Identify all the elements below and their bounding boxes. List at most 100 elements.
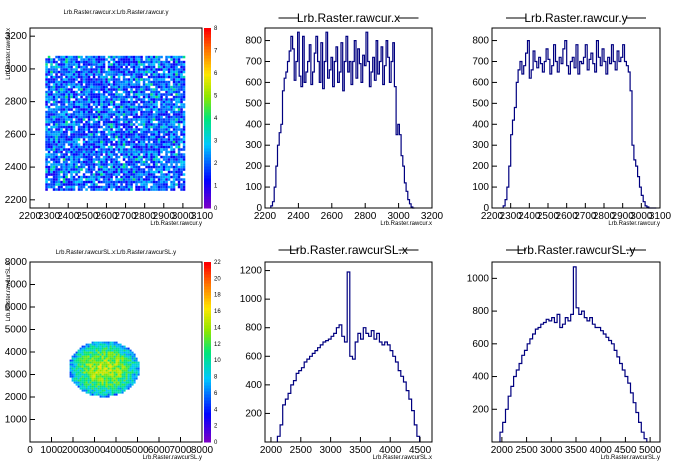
heatmap-cell: [152, 133, 156, 136]
heatmap-cell: [147, 168, 151, 171]
heatmap-cell: [70, 78, 73, 81]
heatmap-cell: [97, 160, 101, 164]
heatmap-cell: [117, 58, 121, 61]
heatmap-cell: [62, 173, 66, 176]
heatmap-cell: [80, 175, 83, 179]
heatmap-cell: [157, 128, 161, 131]
heatmap-cell: [92, 165, 96, 169]
heatmap-cell: [119, 387, 122, 390]
heatmap-cell: [170, 123, 173, 126]
heatmap-cell: [180, 65, 183, 69]
heatmap-cell: [131, 363, 134, 366]
heatmap-cell: [140, 70, 143, 74]
heatmap-cell: [162, 183, 166, 186]
heatmap-cell: [135, 90, 138, 94]
heatmap-cell: [105, 155, 108, 159]
heatmap-cell: [103, 355, 106, 358]
colorbar-segment: [204, 103, 211, 107]
heatmap-cell: [165, 140, 168, 144]
heatmap-cell: [180, 163, 183, 166]
heatmap-cell: [90, 188, 93, 191]
heatmap-cell: [83, 349, 86, 352]
heatmap-cell: [152, 170, 156, 174]
heatmap-cell: [112, 78, 116, 81]
heatmap-cell: [117, 63, 121, 66]
heatmap-cell: [127, 148, 131, 151]
heatmap-cell: [182, 113, 186, 116]
heatmap-cell: [137, 371, 140, 374]
heatmap-cell: [93, 353, 96, 356]
heatmap-cell: [132, 103, 136, 106]
heatmap-cell: [122, 178, 126, 181]
heatmap-cell: [103, 395, 106, 398]
heatmap-cell: [142, 88, 146, 91]
heatmap-cell: [85, 60, 88, 64]
heatmap-cell: [177, 140, 181, 144]
heatmap-cell: [162, 118, 166, 121]
histogram-bin: [374, 339, 377, 442]
heatmap-cell: [82, 155, 86, 159]
heatmap-cell: [145, 113, 148, 116]
heatmap-cell: [125, 135, 128, 139]
heatmap-cell: [122, 90, 126, 94]
heatmap-cell: [122, 78, 126, 81]
plot-frame: [491, 27, 661, 209]
heatmap-cell: [62, 188, 66, 191]
heatmap-cell: [145, 110, 148, 114]
heatmap-cell: [102, 135, 106, 139]
heatmap-cell: [170, 160, 173, 164]
heatmap-cell: [90, 180, 93, 184]
heatmap-cell: [110, 75, 113, 79]
heatmap-cell: [150, 125, 153, 129]
heatmap-cell: [70, 68, 73, 71]
heatmap-cell: [131, 381, 134, 384]
heatmap-cell: [162, 158, 166, 161]
heatmap-cell: [177, 148, 181, 151]
histogram-bin: [348, 72, 350, 208]
heatmap-cell: [77, 103, 81, 106]
heatmap-cell: [95, 153, 98, 156]
heatmap-cell: [55, 140, 58, 144]
heatmap-cell: [75, 355, 78, 358]
heatmap-cell: [122, 140, 126, 144]
heatmap-cell: [115, 120, 118, 124]
heatmap-cell: [97, 163, 101, 166]
heatmap-cell: [120, 83, 123, 86]
heatmap-cell: [119, 347, 122, 350]
heatmap-cell: [177, 183, 181, 186]
heatmap-cell: [135, 363, 138, 366]
heatmap-cell: [103, 351, 106, 354]
heatmap-cell: [110, 128, 113, 131]
heatmap-cell: [140, 135, 143, 139]
heatmap-cell: [167, 70, 171, 74]
heatmap-cell: [117, 163, 121, 166]
histogram-bin: [612, 344, 615, 442]
colorbar-segment: [204, 295, 211, 299]
heatmap-cell: [62, 178, 66, 181]
heatmap-cell: [107, 98, 111, 101]
heatmap-cell: [85, 163, 88, 166]
colorbar-segment: [204, 400, 211, 404]
heatmap-cell: [165, 100, 168, 104]
heatmap-cell: [85, 128, 88, 131]
heatmap-cell: [87, 158, 91, 161]
heatmap-cell: [47, 98, 51, 101]
heatmap-cell: [99, 357, 102, 360]
heatmap-cell: [152, 103, 156, 106]
heatmap-cell: [152, 123, 156, 126]
heatmap-cell: [107, 381, 110, 384]
heatmap-cell: [152, 90, 156, 94]
heatmap-cell: [110, 63, 113, 66]
heatmap-cell: [71, 379, 74, 382]
heatmap-cell: [89, 359, 92, 362]
heatmap-cell: [93, 345, 96, 348]
heatmap-cell: [65, 155, 68, 159]
heatmap-cell: [45, 70, 48, 74]
heatmap-cell: [80, 60, 83, 64]
heatmap-cell: [75, 138, 78, 141]
heatmap-cell: [127, 373, 130, 376]
heatmap-cell: [115, 178, 118, 181]
heatmap-cell: [85, 83, 88, 86]
heatmap-cell: [50, 165, 53, 169]
heatmap-cell: [110, 188, 113, 191]
